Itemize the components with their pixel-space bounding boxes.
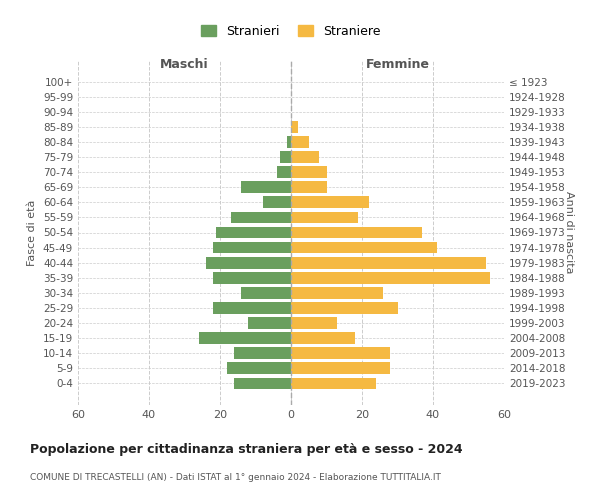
Y-axis label: Fasce di età: Fasce di età <box>28 200 37 266</box>
Bar <box>291 272 490 283</box>
Text: Popolazione per cittadinanza straniera per età e sesso - 2024: Popolazione per cittadinanza straniera p… <box>30 442 463 456</box>
Y-axis label: Anni di nascita: Anni di nascita <box>564 191 574 274</box>
Bar <box>241 287 291 299</box>
Bar <box>291 302 398 314</box>
Bar <box>291 257 486 268</box>
Bar <box>291 182 326 193</box>
Bar <box>291 212 358 224</box>
Bar <box>227 362 291 374</box>
Text: Femmine: Femmine <box>365 58 430 71</box>
Bar <box>291 196 369 208</box>
Bar <box>291 287 383 299</box>
Bar <box>230 212 291 224</box>
Bar <box>280 151 291 163</box>
Bar <box>291 317 337 329</box>
Bar <box>291 166 326 178</box>
Bar <box>199 332 291 344</box>
Bar <box>277 166 291 178</box>
Bar <box>213 302 291 314</box>
Bar <box>263 196 291 208</box>
Bar <box>291 121 298 132</box>
Bar <box>206 257 291 268</box>
Legend: Stranieri, Straniere: Stranieri, Straniere <box>201 25 381 38</box>
Bar <box>291 332 355 344</box>
Bar <box>291 362 391 374</box>
Bar <box>291 348 391 359</box>
Bar <box>213 272 291 283</box>
Bar <box>287 136 291 148</box>
Text: COMUNE DI TRECASTELLI (AN) - Dati ISTAT al 1° gennaio 2024 - Elaborazione TUTTIT: COMUNE DI TRECASTELLI (AN) - Dati ISTAT … <box>30 472 441 482</box>
Bar <box>217 226 291 238</box>
Bar <box>291 151 319 163</box>
Bar <box>241 182 291 193</box>
Bar <box>291 242 437 254</box>
Bar <box>234 348 291 359</box>
Bar <box>291 136 309 148</box>
Bar <box>291 378 376 390</box>
Bar <box>213 242 291 254</box>
Bar <box>234 378 291 390</box>
Bar <box>248 317 291 329</box>
Bar <box>291 226 422 238</box>
Text: Maschi: Maschi <box>160 58 209 71</box>
